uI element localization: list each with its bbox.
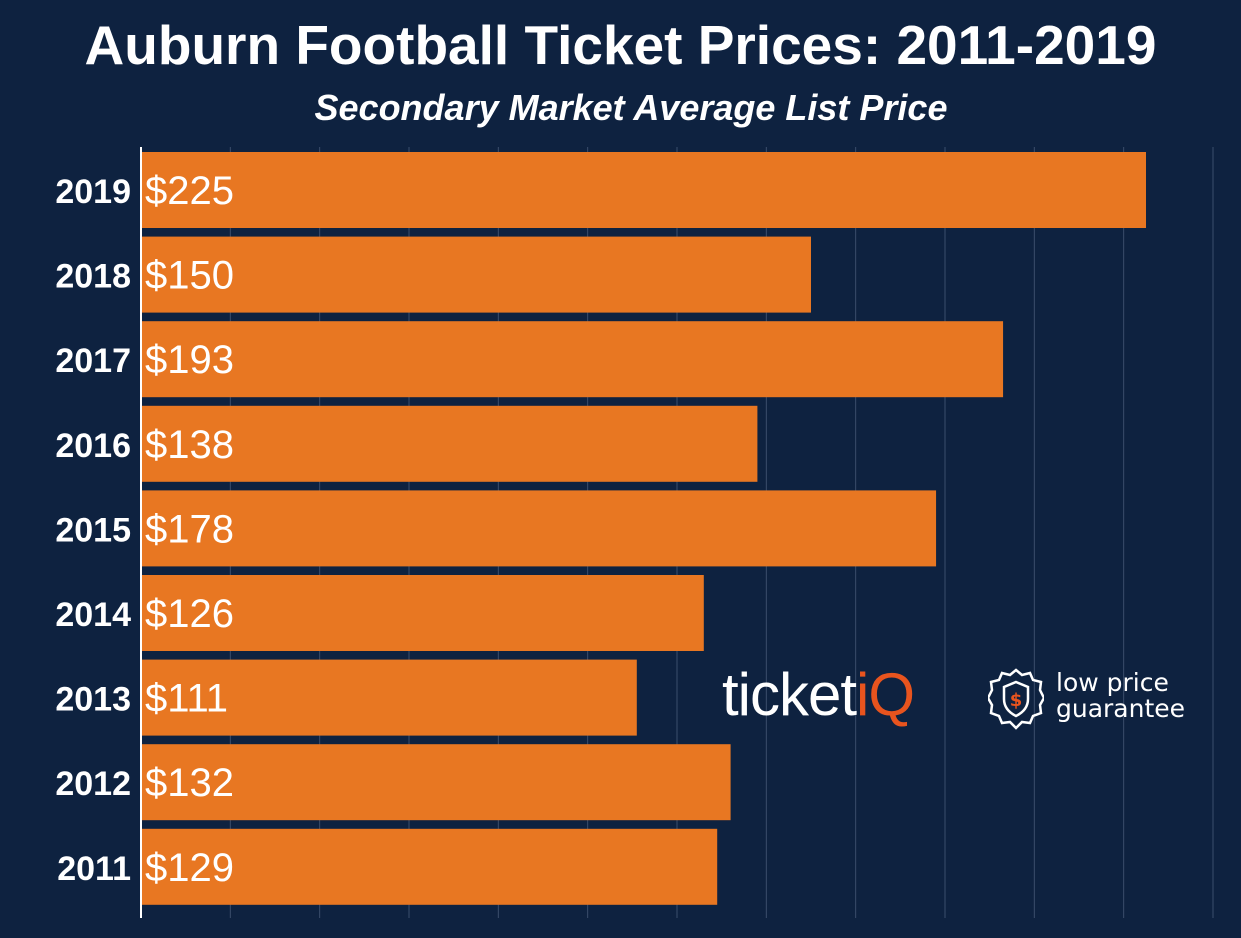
tagline-line-2: guarantee (1056, 694, 1186, 723)
bar-2019 (142, 152, 1146, 228)
category-label-2013: 2013 (55, 681, 131, 719)
bar-2018 (142, 236, 811, 313)
svg-text:$: $ (1010, 690, 1023, 711)
category-label-2011: 2011 (57, 850, 131, 888)
bars: $225 $150 $193 $138 $178 $126 $111 $132 $129 (142, 152, 1146, 905)
category-label-2016: 2016 (55, 427, 131, 465)
category-label-2012: 2012 (55, 765, 131, 803)
ticketiq-watermark: ticketiQ $ low price guarantee (722, 660, 1222, 732)
data-label-2013: $111 (145, 677, 228, 721)
data-label-2018: $150 (145, 254, 234, 298)
data-label-2014: $126 (145, 592, 234, 636)
data-label-2012: $132 (145, 761, 234, 805)
category-label-2019: 2019 (55, 173, 131, 211)
bar-2011 (142, 828, 718, 905)
bar-2017 (142, 321, 1004, 398)
bar-2014 (142, 575, 704, 651)
ticketiq-logo: ticketiQ (722, 660, 915, 730)
bar-2015 (142, 490, 937, 567)
bar-2012 (142, 744, 731, 821)
tagline-line-1: low price (1056, 668, 1169, 697)
bar-2013 (142, 659, 637, 736)
bar-2016 (142, 405, 758, 482)
data-label-2019: $225 (145, 169, 234, 213)
chart-title: Auburn Football Ticket Prices: 2011-2019 (84, 14, 1157, 76)
category-label-2014: 2014 (55, 596, 131, 634)
data-label-2017: $193 (145, 338, 234, 382)
category-label-2018: 2018 (55, 258, 131, 296)
logo-brand-accent: iQ (856, 661, 915, 728)
shield-dollar-icon: $ (988, 668, 1044, 730)
category-labels: 2019 2018 2017 2016 2015 2014 2013 2012 2011 (55, 173, 131, 888)
data-label-2016: $138 (145, 423, 234, 467)
data-label-2015: $178 (145, 507, 234, 551)
low-price-guarantee-tagline: low price guarantee (1056, 670, 1185, 722)
category-label-2015: 2015 (55, 511, 131, 549)
logo-brand-main: ticket (722, 661, 857, 728)
category-label-2017: 2017 (55, 342, 131, 380)
data-label-2011: $129 (145, 846, 234, 890)
chart-subtitle: Secondary Market Average List Price (314, 87, 948, 128)
